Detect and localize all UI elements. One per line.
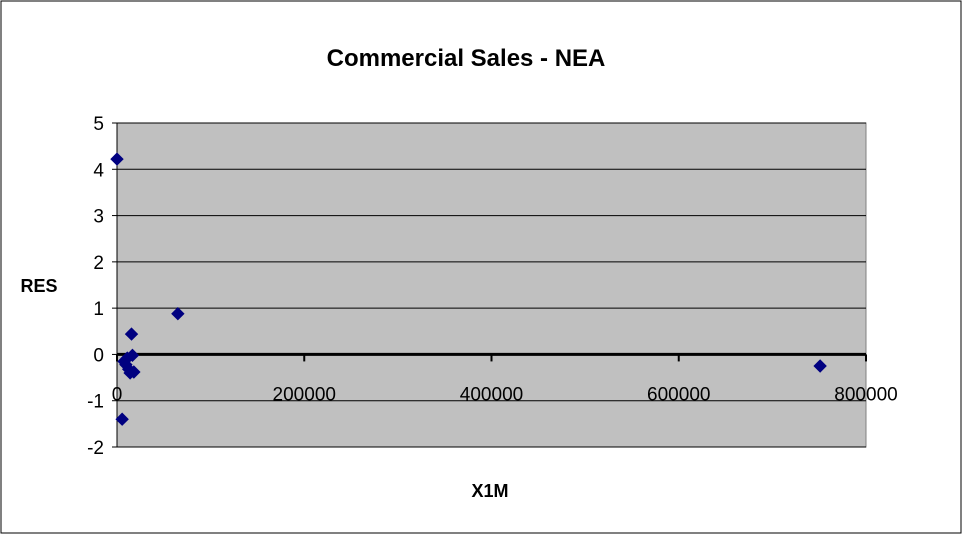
y-tick-label: 4 xyxy=(93,160,104,181)
y-tick-label: -1 xyxy=(87,392,104,413)
y-axis-label: RES xyxy=(20,276,57,296)
data-point xyxy=(171,306,185,321)
data-point xyxy=(110,152,124,166)
y-tick-label: 5 xyxy=(93,114,104,135)
x-tick-label: 600000 xyxy=(647,384,710,405)
x-axis-label: X1M xyxy=(471,481,508,501)
y-tick-label: 0 xyxy=(93,345,104,366)
data-point xyxy=(115,412,129,426)
data-point xyxy=(124,327,139,341)
data-point xyxy=(125,348,140,363)
x-tick-label: 200000 xyxy=(273,384,336,405)
y-tick-label: 3 xyxy=(93,207,104,228)
data-point xyxy=(813,359,827,373)
y-tick-label: -2 xyxy=(87,438,104,459)
chart-title: Commercial Sales - NEA xyxy=(327,45,606,72)
plot-area-group: -2 -1 0 1 2 3 4 5 0 200000 400000 600000 800000 xyxy=(87,114,898,459)
x-tick-label: 800000 xyxy=(834,384,897,405)
x-tick-label: 0 xyxy=(112,384,123,405)
data-point xyxy=(127,365,141,379)
y-tick-label: 1 xyxy=(93,299,104,320)
plot-background xyxy=(116,122,867,448)
x-tick-label: 400000 xyxy=(460,384,523,405)
y-tick-label: 2 xyxy=(93,253,104,274)
